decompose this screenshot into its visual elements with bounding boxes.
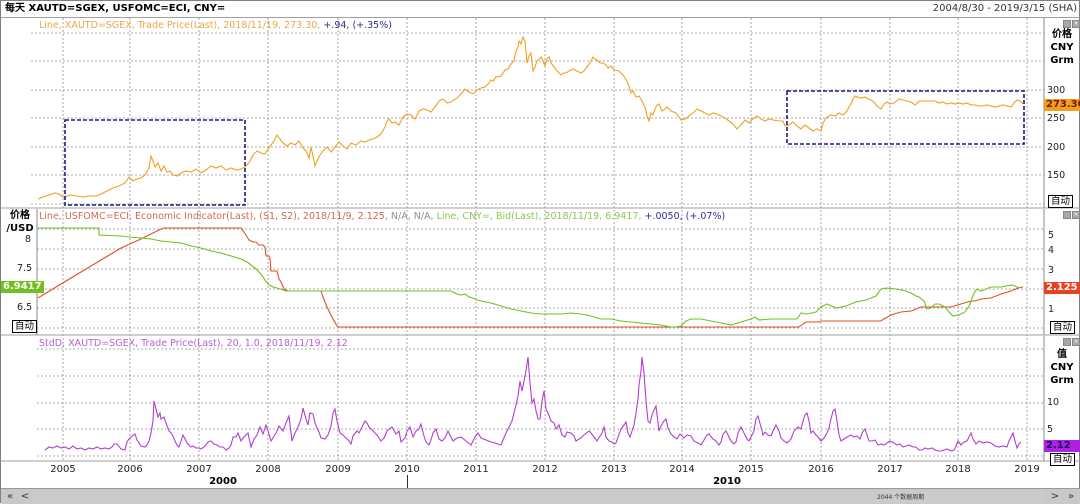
x-tick-2015: 2015: [738, 464, 764, 475]
stdd-y-tick: 5: [1047, 424, 1054, 435]
x-tick-2007: 2007: [186, 464, 212, 475]
divider: [1, 17, 1080, 18]
minimize-panel-button[interactable]: [1063, 20, 1071, 28]
x-tick-2016: 2016: [808, 464, 834, 475]
rates-left-y-tick: 7.5: [17, 263, 33, 274]
close-panel-button[interactable]: ×: [1072, 20, 1080, 28]
time-scrollbar[interactable]: « < 2044 个数据周期 > »: [1, 488, 1080, 504]
cny-last-value-badge: 6.9417: [1, 281, 44, 293]
rates-legend: Line, USFOMC=ECI, Economic Indicator(Las…: [39, 211, 725, 222]
stdd-last-value-badge: 2.12: [1044, 440, 1080, 452]
rates-panel-controls: ×: [1063, 211, 1080, 219]
gold-price-line: [37, 35, 1024, 200]
gold-y-tick: 250: [1047, 113, 1066, 124]
scroll-thumb[interactable]: [33, 490, 1043, 503]
rates-left-y-tick: 6.5: [17, 302, 33, 313]
gold-y-tick: 200: [1047, 142, 1066, 153]
gold-legend: Line, XAUTD=SGEX, Trade Price(Last), 201…: [39, 20, 392, 31]
gold-legend-series: Line, XAUTD=SGEX, Trade Price(Last), 201…: [39, 20, 321, 31]
stdd-line: [44, 356, 1022, 452]
gold-y-tick: 150: [1047, 170, 1066, 181]
rates-right-y-tick: 1: [1048, 304, 1055, 315]
title-bar: 每天 XAUTD=SGEX, USFOMC=ECI, CNY= 2004/8/3…: [1, 1, 1080, 17]
na-legend: N/A, N/A,: [387, 211, 434, 222]
x-tick-2013: 2013: [601, 464, 627, 475]
gold-legend-change: +.94, (+.35%): [320, 20, 392, 31]
gold-y-tick: 300: [1047, 85, 1066, 96]
gold-last-value-badge: 273.30: [1044, 99, 1080, 111]
x-tick-2019: 2019: [1014, 464, 1040, 475]
highlight-box-2005-2007: [64, 119, 246, 206]
stdd-legend-series: StdD, XAUTD=SGEX, Trade Price(Last), 20,…: [39, 338, 348, 349]
rates-left-auto-scale-button[interactable]: 自动: [12, 320, 38, 333]
stdd-y-tick: 10: [1047, 397, 1060, 408]
x-decade-2000: 2000: [209, 476, 237, 487]
rates-right-y-tick: 4: [1048, 245, 1055, 256]
highlight-box-2015-2018: [786, 90, 1025, 145]
close-panel-button[interactable]: ×: [1072, 211, 1080, 219]
scroll-last-button[interactable]: »: [1067, 491, 1075, 502]
close-panel-button[interactable]: ×: [1072, 338, 1080, 346]
rates-right-y-tick: 5: [1048, 230, 1055, 241]
cny-legend-change: +.0050, (+.07%): [641, 211, 726, 222]
stdd-axis-label: 值 CNY Grm: [1050, 349, 1074, 386]
rates-right-auto-scale-button[interactable]: 自动: [1050, 321, 1076, 334]
x-tick-2011: 2011: [463, 464, 489, 475]
x-tick-2010: 2010: [394, 464, 420, 475]
x-tick-2005: 2005: [50, 464, 76, 475]
fomc-last-value-badge: 2.125: [1044, 282, 1080, 294]
decade-divider: [407, 475, 408, 488]
rates-right-y-tick: 3: [1048, 265, 1055, 276]
stdd-panel-controls: ×: [1063, 338, 1080, 346]
fomc-rate-line: [37, 227, 1024, 328]
minimize-panel-button[interactable]: [1063, 211, 1071, 219]
x-tick-2006: 2006: [117, 464, 143, 475]
stdd-auto-scale-button[interactable]: 自动: [1050, 453, 1076, 466]
rates-left-axis-label: 价格 /USD: [6, 210, 34, 234]
x-tick-2014: 2014: [669, 464, 695, 475]
x-tick-2009: 2009: [325, 464, 351, 475]
x-tick-2008: 2008: [255, 464, 281, 475]
stdd-legend: StdD, XAUTD=SGEX, Trade Price(Last), 20,…: [39, 338, 348, 349]
fomc-legend: Line, USFOMC=ECI, Economic Indicator(Las…: [39, 211, 388, 222]
scroll-first-button[interactable]: «: [6, 491, 14, 502]
gold-axis-label: 价格 CNY Grm: [1050, 29, 1074, 66]
date-range: 2004/8/30 - 2019/3/15 (SHA): [932, 3, 1077, 14]
gold-auto-scale-button[interactable]: 自动: [1048, 195, 1074, 208]
x-tick-2017: 2017: [877, 464, 903, 475]
cny-rate-line: [38, 227, 1020, 328]
scroll-next-button[interactable]: >: [1050, 491, 1060, 502]
x-decade-2010: 2010: [713, 476, 741, 487]
rates-left-y-tick: 8: [25, 234, 32, 245]
minimize-panel-button[interactable]: [1063, 338, 1071, 346]
cny-legend: Line, CNY=, Bid(Last), 2018/11/19, 6.941…: [433, 211, 642, 222]
x-tick-2018: 2018: [945, 464, 971, 475]
x-tick-2012: 2012: [532, 464, 558, 475]
data-period-count: 2044 个数据周期: [877, 494, 925, 501]
gold-panel-controls: ×: [1063, 20, 1080, 28]
scroll-prev-button[interactable]: <: [20, 491, 30, 502]
chart-title: 每天 XAUTD=SGEX, USFOMC=ECI, CNY=: [5, 3, 226, 14]
